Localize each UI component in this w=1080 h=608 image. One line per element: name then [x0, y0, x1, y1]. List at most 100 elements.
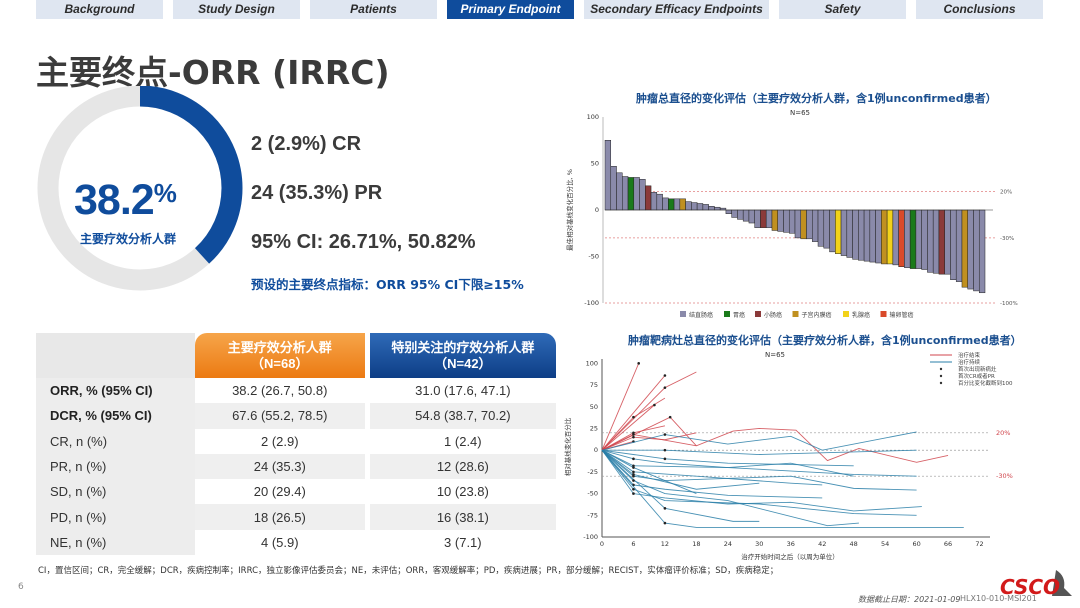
spider-line-ongoing — [601, 449, 922, 512]
donut-fill — [37, 86, 243, 291]
waterfall-bar — [812, 209, 819, 242]
y-tick-label: -50 — [587, 490, 598, 498]
spider-marker — [632, 492, 635, 495]
legend-label: 首次CR或者PR — [958, 372, 995, 380]
waterfall-bar — [748, 209, 755, 224]
waterfall-bar — [863, 209, 871, 262]
waterfall-bar — [696, 203, 704, 211]
nav-tab-background[interactable]: Background — [36, 0, 163, 19]
waterfall-bar — [950, 209, 957, 280]
x-tick-label: 24 — [724, 540, 732, 548]
nav-tab-primary-endpoint[interactable]: Primary Endpoint — [447, 0, 574, 19]
y-tick-label: 100 — [587, 113, 599, 121]
y-axis-label: 相对基线变化百分比 — [563, 417, 572, 476]
table-row: DCR, % (95% CI) 67.6 (55.2, 78.5) 54.8 (38… — [36, 403, 556, 429]
spider-line-ongoing — [601, 449, 697, 495]
header-primary-population: 主要疗效分析人群 （N=68） — [194, 333, 368, 378]
cell-c2: 3 (7.1) — [364, 529, 556, 556]
waterfall-bar — [616, 172, 623, 211]
legend-swatch — [792, 311, 799, 317]
waterfall-bar — [909, 209, 917, 269]
waterfall-bar — [771, 209, 778, 231]
spider-marker — [632, 457, 635, 461]
y-tick-label: 50 — [590, 403, 598, 411]
waterfall-bar — [806, 209, 813, 240]
cell-label: PD, n (%) — [36, 504, 195, 530]
waterfall-bar — [604, 140, 612, 211]
y-tick-label: 50 — [591, 160, 599, 168]
spider-marker — [663, 507, 667, 510]
waterfall-bar — [944, 209, 951, 275]
x-tick-label: 18 — [692, 540, 700, 548]
table-row: CR, n (%) 2 (2.9) 1 (2.4) — [36, 428, 556, 454]
waterfall-bar — [627, 177, 635, 211]
waterfall-bar — [978, 209, 986, 294]
y-tick-label: -25 — [587, 468, 598, 476]
cr-stat: 2 (2.9%) CR — [251, 133, 362, 155]
spider-line-ongoing — [601, 449, 760, 522]
spider-line-ongoing — [602, 449, 917, 455]
page-number: 6 — [18, 582, 24, 592]
waterfall-bar — [633, 177, 640, 211]
nav-tab-conclusions[interactable]: Conclusions — [916, 0, 1043, 19]
waterfall-bar — [702, 204, 709, 211]
spider-marker — [663, 386, 667, 389]
waterfall-bar — [610, 166, 617, 211]
waterfall-bar — [886, 209, 894, 265]
nav-tab-secondary-efficacy-endpoints[interactable]: Secondary Efficacy Endpoints — [584, 0, 769, 19]
legend-label: 输卵管癌 — [890, 311, 914, 319]
waterfall-bar — [679, 198, 686, 211]
table-row: SD, n (%) 20 (29.4) 10 (23.8) — [36, 479, 556, 505]
spider-marker — [632, 433, 635, 436]
table-row: PR, n (%) 24 (35.3) 12 (28.6) — [36, 453, 556, 480]
waterfall-bar — [938, 209, 945, 275]
reference-label: -30% — [1000, 236, 1014, 242]
waterfall-bar — [673, 198, 681, 211]
waterfall-bar — [973, 209, 980, 292]
waterfall-bar — [817, 209, 825, 247]
y-tick-label: -100 — [584, 299, 599, 307]
waterfall-bar — [852, 209, 859, 260]
waterfall-bar — [788, 209, 796, 234]
legend-label: 治疗持续 — [958, 358, 981, 366]
waterfall-bar — [892, 209, 899, 266]
waterfall-bar — [731, 209, 738, 218]
waterfall-bar — [881, 209, 888, 265]
legend-swatch — [680, 311, 686, 317]
cell-c1: 2 (2.9) — [194, 428, 368, 454]
spider-marker — [632, 479, 635, 482]
spider-marker — [663, 374, 667, 377]
spider-title: 肿瘤靶病灶总直径的变化评估（主要疗效分析人群，含1例unconfirmed患者） — [628, 334, 1022, 347]
cell-label: NE, n (%) — [36, 529, 195, 556]
spider-marker — [668, 415, 672, 419]
table-row: ORR, % (95% CI) 38.2 (26.7, 50.8) 31.0 (17… — [36, 378, 556, 404]
nav-tab-safety[interactable]: Safety — [779, 0, 906, 19]
nav-tab-patients[interactable]: Patients — [310, 0, 437, 19]
waterfall-bar — [737, 209, 744, 220]
spider-line-ended — [601, 375, 666, 451]
spider-line-ongoing — [601, 449, 859, 527]
y-tick-label: 0 — [594, 446, 598, 454]
y-tick-label: -100 — [583, 533, 598, 541]
study-code: HLX10-010-MSI201 — [960, 594, 1037, 603]
waterfall-title: 肿瘤总直径的变化评估（主要疗效分析人群，含1例unconfirmed患者） — [636, 92, 997, 105]
data-cutoff: 数据截止日期：2021-01-09 — [858, 595, 961, 604]
legend-label: 结直肠癌 — [689, 311, 713, 319]
x-tick-label: 72 — [975, 540, 983, 548]
waterfall-bar — [932, 209, 940, 274]
nav-tab-study-design[interactable]: Study Design — [173, 0, 300, 19]
waterfall-bar — [858, 209, 865, 261]
legend-label: 治疗结束 — [958, 351, 981, 359]
waterfall-n: N=65 — [790, 109, 810, 117]
spider-line-ongoing — [601, 449, 854, 467]
page-title: 主要终点-ORR (IRRC) — [36, 53, 390, 92]
spider-marker — [653, 403, 656, 407]
waterfall-bar — [708, 206, 715, 211]
csco-logo: CSCO — [1000, 570, 1072, 599]
spider-line-ongoing — [601, 449, 823, 486]
waterfall-bar — [927, 209, 934, 273]
spider-marker — [663, 448, 667, 452]
legend-marker — [939, 367, 943, 371]
waterfall-bar — [921, 209, 928, 270]
